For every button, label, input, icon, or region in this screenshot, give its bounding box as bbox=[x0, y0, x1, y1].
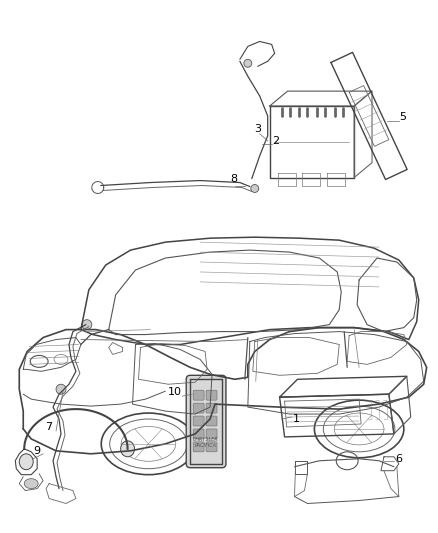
FancyBboxPatch shape bbox=[193, 390, 204, 400]
FancyBboxPatch shape bbox=[206, 416, 217, 426]
Text: 6: 6 bbox=[396, 454, 403, 464]
Ellipse shape bbox=[120, 441, 134, 457]
Text: 2: 2 bbox=[272, 136, 279, 146]
Text: 1: 1 bbox=[293, 414, 300, 424]
Ellipse shape bbox=[56, 384, 66, 394]
Ellipse shape bbox=[24, 479, 38, 489]
Text: CHRYSLER
PACIFICA: CHRYSLER PACIFICA bbox=[193, 437, 219, 448]
FancyBboxPatch shape bbox=[186, 375, 226, 468]
Text: 3: 3 bbox=[254, 124, 261, 134]
FancyBboxPatch shape bbox=[206, 429, 217, 439]
Text: 7: 7 bbox=[46, 422, 53, 432]
Text: 9: 9 bbox=[34, 446, 41, 456]
FancyBboxPatch shape bbox=[193, 416, 204, 426]
Text: 8: 8 bbox=[230, 174, 237, 183]
FancyBboxPatch shape bbox=[193, 442, 204, 452]
FancyBboxPatch shape bbox=[206, 390, 217, 400]
Ellipse shape bbox=[82, 320, 92, 329]
FancyBboxPatch shape bbox=[206, 442, 217, 452]
Text: 5: 5 bbox=[399, 112, 406, 122]
FancyBboxPatch shape bbox=[206, 403, 217, 413]
Ellipse shape bbox=[244, 59, 252, 67]
Ellipse shape bbox=[251, 184, 259, 192]
Ellipse shape bbox=[19, 454, 33, 470]
FancyBboxPatch shape bbox=[193, 403, 204, 413]
FancyBboxPatch shape bbox=[193, 429, 204, 439]
Text: 10: 10 bbox=[168, 387, 182, 397]
